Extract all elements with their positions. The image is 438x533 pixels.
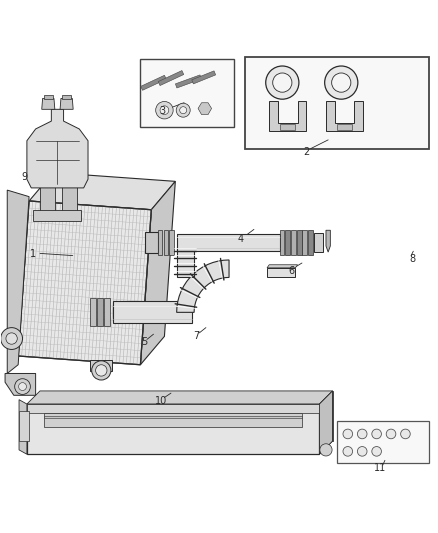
Polygon shape — [177, 247, 194, 277]
Circle shape — [357, 429, 367, 439]
Polygon shape — [27, 109, 88, 188]
Text: 6: 6 — [288, 266, 294, 276]
Text: 1: 1 — [30, 249, 36, 259]
Circle shape — [343, 447, 353, 456]
Polygon shape — [175, 75, 201, 88]
Bar — [267, 268, 295, 277]
Text: 2: 2 — [303, 147, 310, 157]
Polygon shape — [297, 230, 301, 255]
Polygon shape — [60, 99, 73, 109]
Text: 9: 9 — [21, 172, 28, 182]
Polygon shape — [90, 360, 112, 372]
Polygon shape — [18, 201, 151, 365]
Polygon shape — [177, 260, 229, 312]
Polygon shape — [19, 400, 27, 454]
Polygon shape — [104, 298, 110, 326]
Polygon shape — [42, 99, 55, 109]
Circle shape — [155, 101, 173, 119]
Circle shape — [180, 107, 187, 114]
Polygon shape — [163, 230, 168, 255]
Polygon shape — [291, 230, 296, 255]
Circle shape — [18, 383, 26, 391]
Bar — [19, 410, 28, 441]
Text: 3: 3 — [159, 106, 165, 116]
Circle shape — [386, 429, 396, 439]
Bar — [62, 95, 71, 99]
Circle shape — [14, 379, 30, 394]
Polygon shape — [141, 181, 175, 365]
Polygon shape — [29, 173, 175, 210]
Bar — [40, 185, 55, 214]
Text: 5: 5 — [141, 337, 148, 348]
Circle shape — [176, 103, 190, 117]
Circle shape — [357, 447, 367, 456]
Bar — [27, 404, 319, 454]
Circle shape — [92, 361, 111, 380]
Polygon shape — [158, 230, 162, 255]
Polygon shape — [314, 233, 323, 252]
Polygon shape — [269, 101, 306, 131]
Bar — [280, 124, 295, 130]
Polygon shape — [141, 75, 166, 90]
Polygon shape — [90, 298, 96, 326]
Polygon shape — [113, 302, 192, 323]
Polygon shape — [7, 190, 29, 374]
Bar — [44, 416, 302, 418]
Polygon shape — [280, 230, 285, 255]
Bar — [337, 124, 352, 130]
Polygon shape — [326, 230, 330, 252]
Polygon shape — [169, 230, 173, 255]
Polygon shape — [267, 265, 297, 268]
Circle shape — [332, 73, 351, 92]
Circle shape — [325, 66, 358, 99]
Text: 7: 7 — [193, 331, 199, 341]
Polygon shape — [286, 230, 290, 255]
Bar — [62, 185, 77, 214]
Bar — [245, 57, 428, 149]
Bar — [44, 413, 302, 426]
Bar — [33, 210, 81, 221]
Circle shape — [160, 106, 169, 115]
Polygon shape — [145, 231, 158, 253]
Polygon shape — [40, 391, 332, 441]
Circle shape — [1, 328, 22, 350]
Text: 10: 10 — [155, 395, 167, 406]
Circle shape — [401, 429, 410, 439]
Bar — [337, 422, 428, 463]
Circle shape — [372, 429, 381, 439]
Polygon shape — [319, 391, 332, 454]
Polygon shape — [177, 234, 280, 251]
Bar — [141, 59, 234, 127]
Polygon shape — [302, 230, 307, 255]
Circle shape — [320, 444, 332, 456]
Circle shape — [266, 66, 299, 99]
Polygon shape — [192, 71, 215, 84]
Polygon shape — [5, 374, 35, 395]
Polygon shape — [198, 103, 212, 115]
Polygon shape — [27, 391, 332, 404]
Bar — [44, 95, 53, 99]
Circle shape — [343, 429, 353, 439]
Text: 4: 4 — [238, 234, 244, 244]
Text: 8: 8 — [409, 254, 415, 264]
Circle shape — [273, 73, 292, 92]
Text: 11: 11 — [374, 463, 387, 473]
Circle shape — [95, 365, 107, 376]
Bar — [27, 404, 319, 413]
Circle shape — [6, 333, 17, 344]
Polygon shape — [308, 230, 313, 255]
Polygon shape — [319, 391, 332, 454]
Circle shape — [372, 447, 381, 456]
Polygon shape — [97, 298, 103, 326]
Polygon shape — [158, 70, 184, 86]
Polygon shape — [326, 101, 363, 131]
